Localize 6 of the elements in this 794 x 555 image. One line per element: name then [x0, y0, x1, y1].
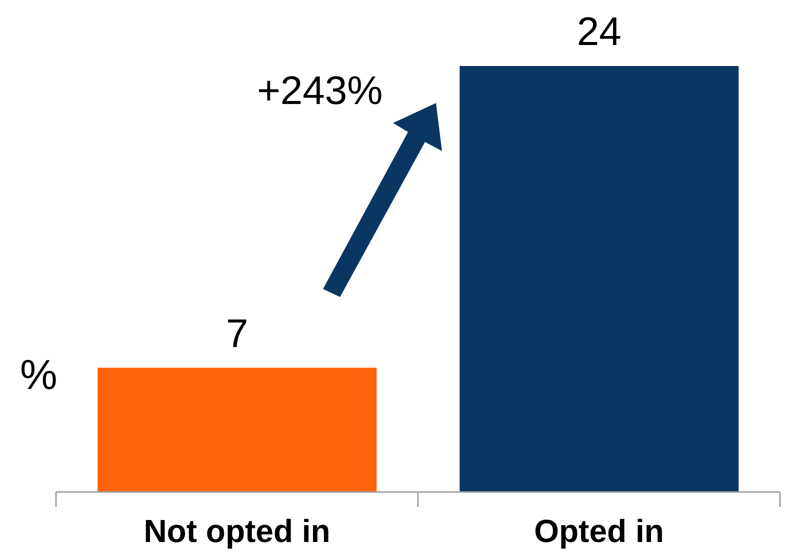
x-tick-label: Not opted in	[144, 513, 330, 549]
x-tick-label: Opted in	[534, 513, 664, 549]
data-label: 7	[226, 312, 248, 356]
data-label: 24	[576, 10, 622, 54]
annotation: +243%	[257, 69, 383, 113]
y-axis-title: %	[20, 351, 58, 398]
